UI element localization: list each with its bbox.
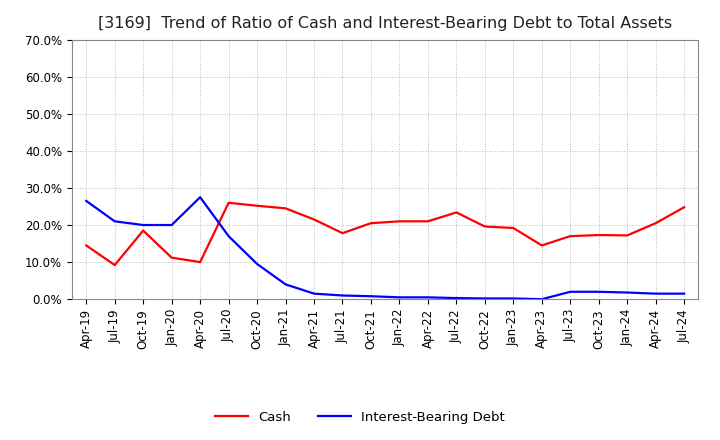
Interest-Bearing Debt [225, 234, 233, 239]
Cash [82, 243, 91, 248]
Interest-Bearing Debt [595, 289, 603, 294]
Cash [139, 228, 148, 233]
Cash [282, 205, 290, 211]
Cash [623, 233, 631, 238]
Legend: Cash, Interest-Bearing Debt: Cash, Interest-Bearing Debt [210, 405, 510, 429]
Interest-Bearing Debt [366, 293, 375, 299]
Cash [423, 219, 432, 224]
Interest-Bearing Debt [82, 198, 91, 204]
Interest-Bearing Debt [282, 282, 290, 287]
Cash [480, 224, 489, 229]
Interest-Bearing Debt [566, 289, 575, 294]
Interest-Bearing Debt [253, 261, 261, 267]
Cash [338, 231, 347, 236]
Cash [366, 220, 375, 226]
Line: Cash: Cash [86, 203, 684, 265]
Interest-Bearing Debt [310, 291, 318, 296]
Interest-Bearing Debt [537, 297, 546, 302]
Title: [3169]  Trend of Ratio of Cash and Interest-Bearing Debt to Total Assets: [3169] Trend of Ratio of Cash and Intere… [98, 16, 672, 32]
Line: Interest-Bearing Debt: Interest-Bearing Debt [86, 197, 684, 299]
Interest-Bearing Debt [395, 295, 404, 300]
Interest-Bearing Debt [196, 194, 204, 200]
Cash [395, 219, 404, 224]
Cash [652, 220, 660, 226]
Cash [537, 243, 546, 248]
Cash [196, 260, 204, 265]
Interest-Bearing Debt [623, 290, 631, 295]
Interest-Bearing Debt [167, 222, 176, 227]
Interest-Bearing Debt [480, 296, 489, 301]
Cash [110, 262, 119, 268]
Interest-Bearing Debt [338, 293, 347, 298]
Cash [509, 225, 518, 231]
Interest-Bearing Debt [680, 291, 688, 296]
Interest-Bearing Debt [423, 295, 432, 300]
Cash [167, 255, 176, 260]
Cash [225, 200, 233, 205]
Interest-Bearing Debt [452, 295, 461, 301]
Interest-Bearing Debt [652, 291, 660, 296]
Cash [680, 205, 688, 210]
Interest-Bearing Debt [509, 296, 518, 301]
Interest-Bearing Debt [110, 219, 119, 224]
Cash [310, 217, 318, 222]
Cash [253, 203, 261, 209]
Cash [595, 232, 603, 238]
Cash [566, 234, 575, 239]
Interest-Bearing Debt [139, 222, 148, 227]
Cash [452, 210, 461, 215]
